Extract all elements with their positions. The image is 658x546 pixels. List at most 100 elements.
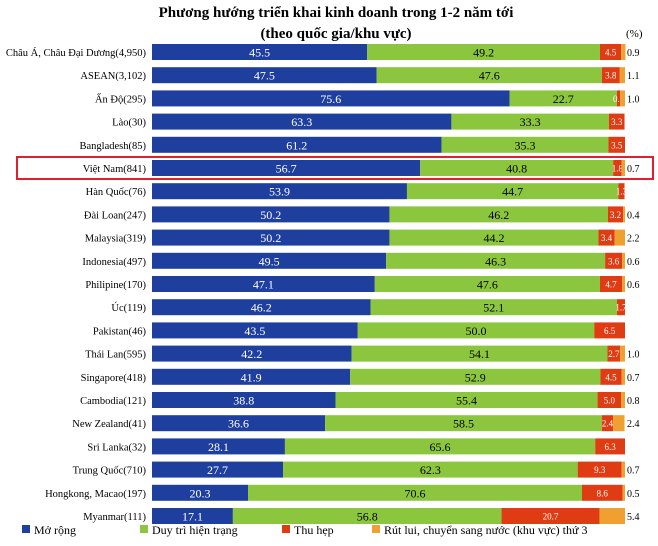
data-label: 1.0 [627,350,640,361]
category-label: Trung Quốc(710) [73,466,147,477]
bar-segment [152,136,442,153]
data-label: 2.4 [627,419,640,430]
bar-segment [577,461,622,478]
legend-label: Duy trì hiện trạng [152,523,238,537]
data-label: 0.7 [627,164,640,175]
data-label: 2.7 [608,349,620,359]
data-label: 55.4 [456,394,477,408]
bar-segment [607,206,624,223]
data-label: 52.1 [483,301,504,315]
bar-segment [618,183,625,200]
bar-segment [152,461,284,478]
bar-segment [601,67,620,84]
data-label: 56.7 [276,162,297,176]
bar-segment [599,276,623,292]
data-label: 2.4 [602,419,614,429]
bar-segment [386,252,606,269]
data-label: 70.6 [404,486,425,500]
bar-segment [152,392,336,408]
bar-segment [152,415,326,432]
data-label: 1.0 [627,94,640,105]
data-label: 58.5 [453,417,474,431]
category-label: Singapore(418) [81,373,147,384]
data-label: 5.4 [627,512,640,523]
bar-segment [613,160,622,176]
bar-segment [620,90,625,107]
bar-segment [152,368,351,385]
category-label: Lào(30) [112,118,146,129]
data-label: 41.9 [241,370,262,384]
bar-segment [232,508,502,524]
category-label: Úc(119) [111,302,146,314]
bar-segment [607,345,621,362]
bar-segment [600,368,622,385]
data-label: 47.1 [253,278,274,292]
bar-segment [152,322,358,339]
legend-swatch [22,525,30,533]
bar-segment [621,461,625,478]
bar-segment [152,276,375,292]
data-label: 50.2 [260,231,281,245]
data-label: 45.5 [249,46,270,60]
data-label: 33.3 [520,115,541,129]
data-label: 3.6 [608,256,620,266]
category-label: Hàn Quốc(76) [86,187,147,198]
data-label: 44.2 [483,231,504,245]
data-label: 1.7 [615,303,627,313]
data-label: 36.6 [228,417,249,431]
data-label: 20.3 [190,486,211,500]
bar-segment [621,160,625,176]
bar-segment [619,67,625,84]
bar-segment [389,206,608,223]
bar-segment [621,44,626,60]
bar-segment [441,136,609,153]
bar-segment [598,229,615,246]
bar-segment [501,508,600,524]
bar-segment [620,345,625,362]
data-label: 1.3 [616,187,628,197]
data-label: 40.8 [506,162,527,176]
data-label: 27.7 [207,463,228,477]
data-label: 63.3 [291,115,312,129]
data-label: 0.8 [627,396,640,407]
bar-segment [374,276,600,292]
category-label: Cambodia(121) [80,396,146,407]
bar-segment [152,44,368,60]
data-label: 3.5 [611,140,623,150]
data-label: 0.6 [627,257,640,268]
bar-segment [605,252,623,269]
bar-segment [376,67,602,84]
data-label: 1.8 [612,164,624,174]
data-label: 6.5 [604,326,616,336]
data-label: 38.8 [233,394,254,408]
category-label: Thái Lan(595) [85,350,146,361]
data-label: 0.7 [627,373,640,384]
data-label: 47.6 [479,69,500,83]
data-label: 5.0 [604,396,616,406]
data-label: 43.5 [244,324,265,338]
data-label: 46.2 [488,208,509,222]
data-label: 20.7 [543,512,559,522]
data-label: 3.8 [605,71,617,81]
chart-subtitle: (theo quốc gia/khu vực) [260,26,411,42]
bar-segment [599,44,622,60]
category-label: Pakistan(46) [93,326,147,337]
data-label: 0.7 [627,466,640,477]
data-label: 2.2 [627,234,640,245]
highlight-box [16,156,654,180]
bar-segment [601,415,614,432]
data-label: 8.6 [597,488,609,498]
bar-segment [621,392,625,408]
data-label: 28.1 [208,440,229,454]
data-label: 3.4 [601,233,613,243]
bar-segment [616,299,625,316]
data-label: 50.2 [260,208,281,222]
category-label: ASEAN(3,102) [80,71,146,82]
bar-segment [622,484,625,501]
bar-segment [621,368,625,385]
data-label: 4.5 [605,372,617,382]
bar-segment [357,322,595,339]
legend-swatch [140,525,148,533]
data-label: 47.6 [477,278,498,292]
